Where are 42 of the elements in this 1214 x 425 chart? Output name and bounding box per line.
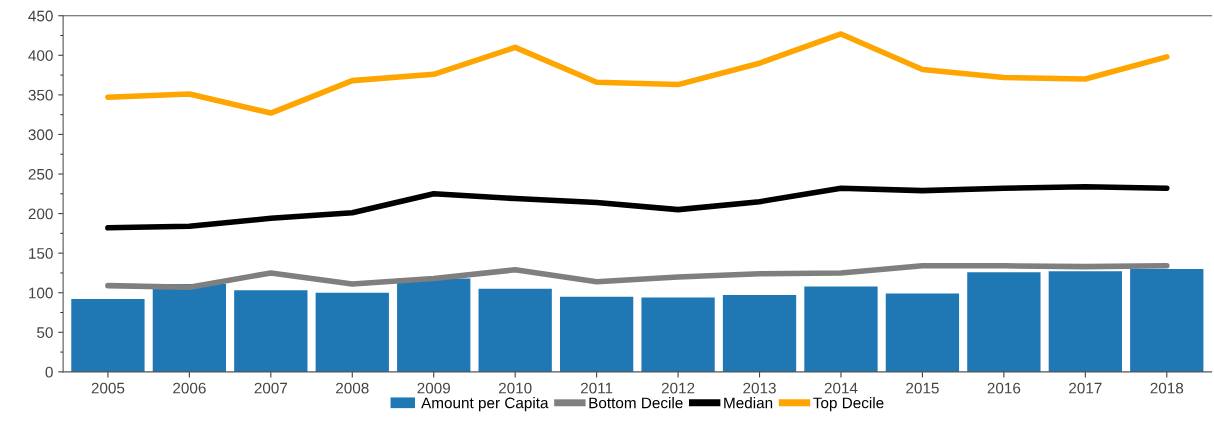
x-tick-label: 2006 xyxy=(173,382,206,394)
x-tick-label: 2007 xyxy=(254,382,288,394)
x-tick-label: 2010 xyxy=(498,382,532,394)
legend-label: Bottom Decile xyxy=(589,397,683,409)
bar xyxy=(885,293,960,372)
y-tick-label: 350 xyxy=(28,89,53,101)
x-tick-label: 2012 xyxy=(661,382,695,394)
bar xyxy=(152,284,227,372)
y-tick-label: 250 xyxy=(28,168,53,180)
bar xyxy=(641,297,715,372)
x-tick-label: 2011 xyxy=(580,382,613,394)
bar xyxy=(804,286,878,372)
legend-label: Median xyxy=(724,397,773,409)
legend-label: Amount per Capita xyxy=(421,397,549,412)
bar xyxy=(315,292,389,372)
y-tick-label: 50 xyxy=(37,327,53,338)
x-tick-label: 2015 xyxy=(906,382,939,394)
x-tick-label: 2009 xyxy=(417,382,450,394)
y-tick-label: 150 xyxy=(29,248,53,259)
x-tick-label: 2014 xyxy=(824,382,858,394)
x-tick-label: 2013 xyxy=(743,382,776,394)
bar xyxy=(397,278,471,372)
legend-label: Top Decile xyxy=(813,397,884,412)
x-tick-label: 2017 xyxy=(1069,382,1102,394)
bar xyxy=(1130,268,1204,372)
bar xyxy=(71,299,145,372)
y-tick-label: 200 xyxy=(28,208,53,220)
bar xyxy=(1048,271,1122,372)
x-tick-label: 2018 xyxy=(1150,382,1184,394)
x-tick-label: 2008 xyxy=(336,382,369,394)
x-tick-label: 2005 xyxy=(91,382,125,394)
y-tick-label: 300 xyxy=(28,129,53,141)
y-tick-label: 100 xyxy=(29,287,53,299)
bar xyxy=(722,295,797,372)
y-tick-label: 450 xyxy=(28,10,53,22)
bar xyxy=(559,296,634,372)
y-tick-label: 400 xyxy=(28,50,53,61)
bar xyxy=(967,272,1041,372)
x-tick-label: 2016 xyxy=(987,382,1021,394)
bar xyxy=(478,288,552,372)
bar xyxy=(234,290,308,372)
y-tick-label: 0 xyxy=(45,366,53,378)
